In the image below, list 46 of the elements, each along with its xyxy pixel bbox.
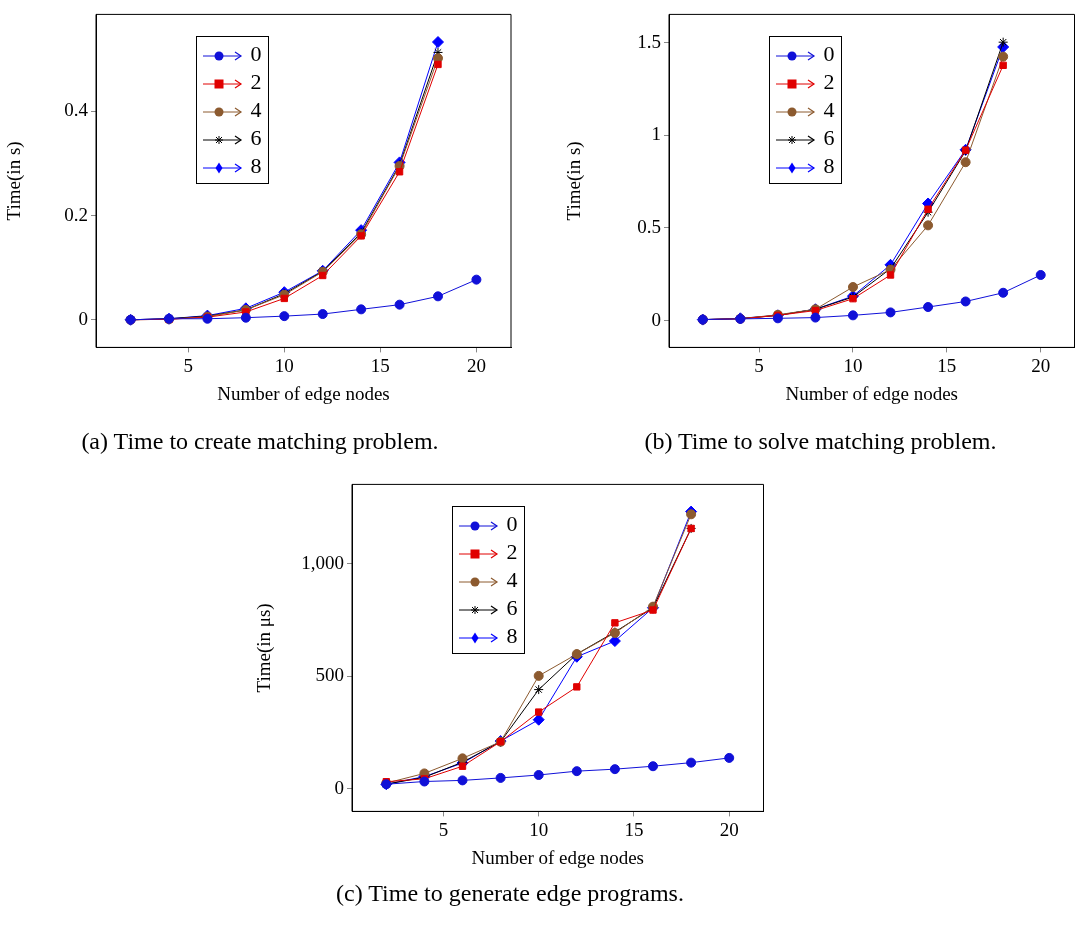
x-tick-label: 20	[719, 818, 739, 840]
text: (b) Time to solve matching problem.	[643, 428, 998, 455]
y-tick-label: 0	[651, 308, 661, 330]
y-tick-label: 1	[651, 123, 661, 145]
x-tick-label: 20	[466, 354, 486, 376]
legend-label: 4	[823, 97, 835, 122]
legend-label: 8	[250, 153, 262, 178]
legend-label: 2	[506, 539, 518, 564]
legend-label: 2	[250, 69, 262, 94]
x-tick-label: 10	[274, 354, 294, 376]
x-tick-label: 10	[843, 354, 863, 376]
y-axis-title: Time(in s)	[563, 141, 586, 221]
text: (a) Time to create matching problem.	[80, 428, 440, 455]
x-axis-title: Number of edge nodes	[217, 382, 390, 404]
legend-label: 8	[823, 153, 835, 178]
y-tick-label: 0	[78, 307, 88, 329]
y-tick-label: 1.5	[637, 30, 661, 52]
y-tick-label: 0.2	[64, 203, 88, 225]
legend-label: 6	[823, 125, 835, 150]
x-tick-label: 15	[937, 354, 957, 376]
legend-label: 4	[506, 567, 518, 592]
x-axis-title: Number of edge nodes	[471, 846, 645, 868]
x-axis-title: Number of edge nodes	[785, 382, 959, 404]
legend-label: 6	[250, 125, 262, 150]
y-axis-title: Time(in s)	[3, 141, 26, 221]
text: (c) Time to generate edge programs.	[335, 880, 685, 907]
x-tick-label: 5	[754, 354, 764, 376]
x-tick-label: 5	[183, 354, 193, 376]
legend-label: 4	[250, 97, 262, 122]
x-tick-label: 5	[438, 818, 449, 840]
y-tick-label: 500	[315, 664, 344, 686]
y-tick-label: 0.5	[637, 215, 661, 237]
legend-label: 8	[506, 623, 518, 648]
y-tick-label: 0	[334, 776, 344, 798]
legend-label: 2	[823, 69, 835, 94]
y-axis-title: Time(in μs)	[253, 603, 276, 693]
legend-label: 0	[250, 41, 262, 66]
legend-label: 6	[506, 595, 518, 620]
x-tick-label: 15	[624, 818, 644, 840]
y-tick-label: 1,000	[301, 551, 344, 573]
x-tick-label: 20	[1031, 354, 1051, 376]
x-tick-label: 15	[370, 354, 390, 376]
y-tick-label: 0.4	[64, 99, 89, 121]
x-tick-label: 10	[529, 818, 549, 840]
legend-label: 0	[823, 41, 835, 66]
legend-label: 0	[506, 511, 518, 536]
